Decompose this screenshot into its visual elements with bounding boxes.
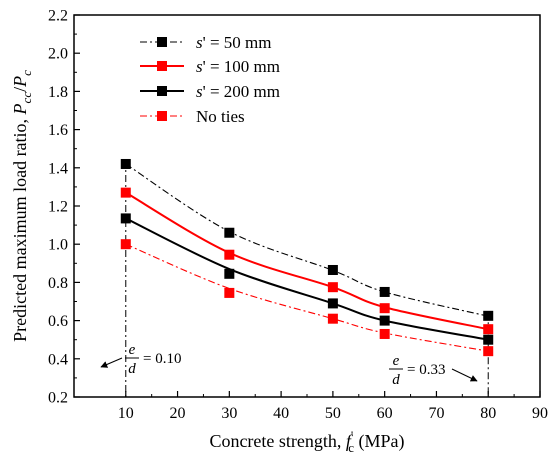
data-point-series-1: [379, 286, 390, 297]
data-point-series-3: [224, 268, 235, 279]
legend-entry-s100: s' = 100 mm: [140, 57, 280, 76]
series-curves: [125, 163, 489, 352]
y-axis-title-sub2: c: [19, 70, 34, 76]
x-tick-label: 10: [118, 405, 134, 422]
y-tick-label: 0.8: [48, 275, 68, 292]
y-tick-label: 0.4: [48, 351, 68, 368]
legend-entry-s200: s' = 200 mm: [140, 82, 280, 101]
y-axis-title-slash: /: [10, 87, 30, 92]
y-axis-title-sym1: P: [10, 103, 30, 115]
legend-entry-no-ties: No ties: [140, 107, 245, 126]
annotation-2-arrow: [451, 368, 478, 382]
x-tick-label: 40: [273, 405, 289, 422]
y-tick-label: 0.2: [48, 390, 68, 407]
x-tick-label: 50: [325, 405, 341, 422]
legend-label-s200-text: ' = 200 mm: [203, 82, 280, 101]
data-point-series-1: [224, 227, 235, 238]
legend-marker-s200: [157, 86, 167, 96]
x-axis-title-sub: c: [348, 440, 354, 455]
x-tick-label: 80: [480, 405, 496, 422]
series-curve-1: [125, 163, 489, 317]
data-point-series-1: [483, 310, 494, 321]
annotation-2-denominator: d: [392, 372, 400, 388]
annotation-1-denominator: d: [128, 361, 136, 377]
legend: s' = 50 mm s' = 100 mm s' = 200 mm No ti…: [140, 33, 280, 126]
x-tick-label: 20: [170, 405, 186, 422]
series-markers: [120, 158, 494, 357]
y-axis-title-sym2: P: [10, 76, 30, 88]
x-axis-title-prefix: Concrete strength,: [209, 431, 345, 451]
x-tick-label: 30: [221, 405, 237, 422]
x-tick-label: 90: [532, 405, 548, 422]
data-point-series-2: [120, 187, 131, 198]
data-point-series-2: [379, 303, 390, 314]
plot-frame: [73, 14, 541, 398]
reference-lines: [125, 159, 489, 397]
data-point-series-2: [483, 324, 494, 335]
data-point-series-2: [224, 249, 235, 260]
y-tick-label: 1.8: [48, 84, 68, 101]
legend-label-s50-text: ' = 50 mm: [203, 33, 272, 52]
y-tick-label: 0.6: [48, 313, 68, 330]
legend-label-s50-symbol: s: [196, 33, 203, 52]
data-point-series-4: [379, 328, 390, 339]
y-axis-title: Predicted maximum load ratio, Pcc/Pc: [10, 70, 34, 342]
data-point-series-4: [327, 313, 338, 324]
legend-label-s50: s' = 50 mm: [196, 33, 271, 52]
legend-entry-s50: s' = 50 mm: [140, 33, 271, 52]
data-point-series-3: [379, 315, 390, 326]
x-tick-label: 60: [377, 405, 393, 422]
annotation-eccentricity-high: e d = 0.33: [389, 353, 478, 388]
data-point-series-4: [483, 346, 494, 357]
legend-label-s200-symbol: s: [196, 82, 203, 101]
annotation-1-arrow: [100, 357, 123, 368]
annotation-eccentricity-low: e d = 0.10: [100, 342, 181, 377]
data-point-series-3: [483, 334, 494, 345]
data-point-series-4: [224, 287, 235, 298]
annotation-1-numerator: e: [129, 342, 136, 358]
legend-label-no-ties: No ties: [196, 107, 245, 126]
legend-marker-no-ties: [157, 111, 167, 121]
annotation-2-value: = 0.33: [407, 362, 445, 378]
annotation-1-value: = 0.10: [143, 351, 181, 367]
x-axis-title: Concrete strength, f' c (MPa): [209, 428, 404, 455]
data-point-series-2: [327, 282, 338, 293]
axis-ticks: 10 20 30 40 50 60 70 80 90 0.2 0.4 0.6 0.8 1.0 1.2 1.4 1…: [48, 8, 548, 423]
legend-marker-s50: [157, 37, 167, 47]
x-tick-label: 70: [428, 405, 444, 422]
x-axis-title-prime: ': [351, 428, 353, 443]
legend-label-s100-symbol: s: [196, 57, 203, 76]
legend-label-s200: s' = 200 mm: [196, 82, 280, 101]
legend-marker-s100: [157, 61, 167, 71]
annotation-2-numerator: e: [393, 353, 400, 369]
y-axis-title-prefix: Predicted maximum load ratio,: [10, 114, 30, 341]
data-point-series-1: [327, 264, 338, 275]
y-tick-label: 1.6: [48, 122, 68, 139]
y-tick-label: 1.0: [48, 237, 68, 254]
y-axis-title-sub1: cc: [19, 92, 34, 104]
data-point-series-4: [120, 239, 131, 250]
legend-label-s100: s' = 100 mm: [196, 57, 280, 76]
y-tick-label: 2.0: [48, 46, 68, 63]
y-tick-label: 2.2: [48, 8, 68, 25]
data-point-series-3: [327, 298, 338, 309]
data-point-series-3: [120, 213, 131, 224]
x-axis-title-suffix: (MPa): [354, 431, 405, 452]
y-tick-label: 1.2: [48, 199, 68, 216]
legend-label-no-ties-text: No ties: [196, 107, 245, 126]
series-curve-4: [125, 243, 489, 352]
legend-label-s100-text: ' = 100 mm: [203, 57, 280, 76]
x-axis-title-symbol: f: [346, 431, 354, 451]
data-point-series-1: [120, 158, 131, 169]
y-tick-label: 1.4: [48, 160, 68, 177]
